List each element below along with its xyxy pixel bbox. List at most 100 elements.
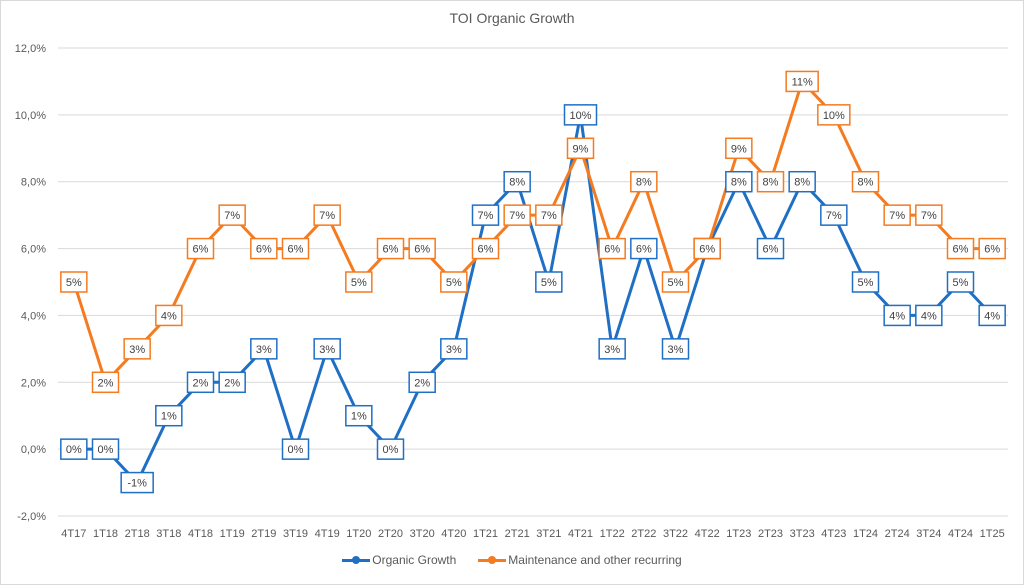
- x-tick-label: 3T21: [536, 528, 561, 540]
- data-label-box: [851, 170, 880, 193]
- data-point: 7%: [883, 204, 911, 226]
- y-tick-label: 12,0%: [15, 43, 46, 55]
- data-label: 1%: [351, 411, 367, 423]
- data-point: 0%: [281, 438, 310, 460]
- data-label: 2%: [98, 377, 114, 389]
- data-point: 0%: [60, 438, 88, 460]
- data-label: 8%: [509, 177, 525, 189]
- x-tick-label: 4T19: [315, 528, 340, 540]
- data-label: 3%: [129, 344, 145, 356]
- data-label: 6%: [478, 244, 494, 256]
- data-label-box: [218, 371, 246, 394]
- chart-title: TOI Organic Growth: [449, 10, 575, 26]
- data-label: 8%: [794, 177, 810, 189]
- data-label-box: [883, 304, 911, 327]
- y-axis-ticks: -2,0% 0,0% 2,0% 4,0% 6,0% 8,0% 10,0% 12,0%: [15, 43, 46, 523]
- data-label: 9%: [731, 143, 747, 155]
- x-tick-label: 4T20: [441, 528, 466, 540]
- x-tick-label: 2T21: [505, 528, 530, 540]
- data-point: 7%: [915, 204, 943, 226]
- data-point: 11%: [785, 70, 819, 93]
- x-tick-label: 2T19: [251, 528, 276, 540]
- x-tick-label: 3T20: [410, 528, 435, 540]
- data-label-box: [186, 371, 215, 394]
- data-label: 7%: [921, 210, 937, 222]
- data-label: 7%: [826, 210, 842, 222]
- legend-item-organic-growth[interactable]: Organic Growth: [342, 553, 456, 567]
- data-label: 8%: [858, 177, 874, 189]
- data-label: 5%: [446, 277, 462, 289]
- data-label: 8%: [731, 177, 747, 189]
- data-label: 4%: [889, 310, 905, 322]
- data-label: 11%: [792, 76, 813, 88]
- data-label-box: [978, 237, 1006, 260]
- data-point: 3%: [250, 338, 278, 360]
- data-label-box: [630, 237, 658, 260]
- data-label-box: [155, 304, 183, 327]
- data-point: 4%: [883, 304, 911, 327]
- x-tick-label: 3T23: [790, 528, 815, 540]
- data-point: 6%: [250, 237, 278, 260]
- x-tick-label: 4T22: [695, 528, 720, 540]
- y-tick-label: 10,0%: [15, 110, 46, 122]
- data-label-box: [820, 204, 848, 226]
- x-tick-label: 1T18: [93, 528, 118, 540]
- data-point: 6%: [281, 237, 310, 260]
- data-label-box: [915, 204, 943, 226]
- series-line-organic-growth: [73, 113, 994, 485]
- data-point: 1%: [345, 404, 373, 427]
- data-label-box: [883, 204, 911, 226]
- data-labels: 0% 0% -1% 1% 2% 2% 3% 0% 3% 1% 0% 2% 3% 7% 8% 5% 10% 3% 6%…: [60, 70, 1006, 494]
- data-label: 7%: [224, 210, 240, 222]
- data-point: 7%: [218, 204, 246, 226]
- data-point: 9%: [566, 137, 595, 160]
- legend-item-maintenance[interactable]: Maintenance and other recurring: [478, 553, 682, 567]
- data-label: 0%: [288, 444, 304, 456]
- x-tick-label: 2T18: [125, 528, 150, 540]
- data-label-box: [60, 271, 88, 293]
- data-label-box: [218, 204, 246, 226]
- data-point: 3%: [440, 338, 468, 360]
- data-point: 2%: [91, 371, 120, 394]
- data-label-box: [535, 204, 563, 226]
- data-label-box: [566, 137, 595, 160]
- data-label-box: [440, 338, 468, 360]
- data-label: 0%: [98, 444, 114, 456]
- data-label: 8%: [636, 177, 652, 189]
- data-label-box: [408, 237, 436, 260]
- data-label-box: [725, 137, 753, 160]
- data-point: 5%: [535, 271, 563, 293]
- data-label: 5%: [66, 277, 82, 289]
- data-point: 6%: [408, 237, 436, 260]
- data-label-box: [313, 204, 341, 226]
- data-label-box: [250, 338, 278, 360]
- x-tick-label: 3T18: [156, 528, 181, 540]
- data-point: 0%: [376, 438, 405, 460]
- x-tick-label: 1T21: [473, 528, 498, 540]
- data-label: 3%: [604, 344, 620, 356]
- data-label-box: [756, 170, 785, 193]
- data-point: 7%: [471, 204, 500, 226]
- data-label: 6%: [414, 244, 430, 256]
- data-label-box: [946, 271, 975, 293]
- data-point: 2%: [186, 371, 215, 394]
- data-point: 8%: [851, 170, 880, 193]
- data-point: 6%: [186, 237, 215, 260]
- data-point: 7%: [313, 204, 341, 226]
- x-tick-label: 4T21: [568, 528, 593, 540]
- data-point: 0%: [91, 438, 120, 460]
- data-label-box: [281, 237, 310, 260]
- data-label: -1%: [127, 478, 147, 490]
- data-point: 8%: [503, 170, 531, 193]
- data-label-box: [60, 438, 88, 460]
- data-point: 6%: [376, 237, 405, 260]
- data-point: 10%: [817, 104, 851, 126]
- y-tick-label: 4,0%: [21, 310, 46, 322]
- data-point: 8%: [725, 170, 753, 193]
- data-point: 2%: [408, 371, 436, 394]
- data-point: 5%: [345, 271, 373, 293]
- data-label-box: [661, 271, 690, 293]
- data-label-box: [788, 170, 816, 193]
- data-point: 6%: [630, 237, 658, 260]
